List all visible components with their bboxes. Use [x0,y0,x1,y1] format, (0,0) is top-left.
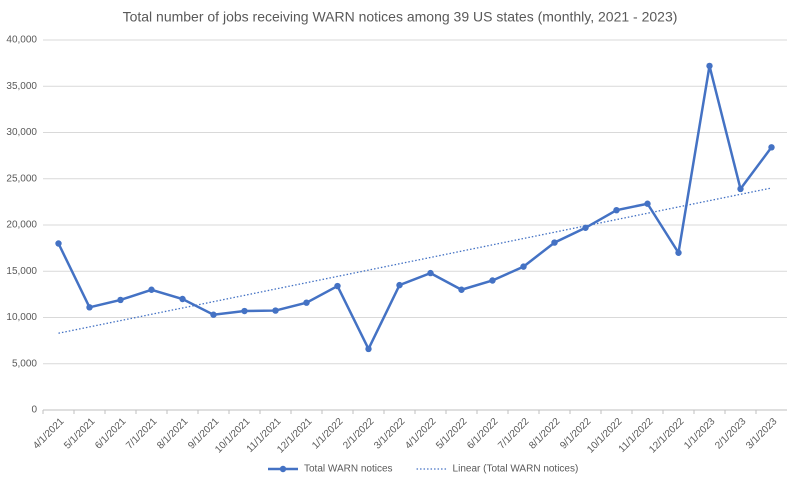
y-tick-label: 20,000 [6,220,37,231]
x-tick-label: 6/1/2022 [465,416,501,452]
trend-line [58,187,772,334]
point [334,282,341,290]
point [520,263,527,270]
point [272,307,279,314]
y-tick-label: 25,000 [6,173,37,184]
point [179,295,186,303]
x-tick-label: 3/1/2022 [372,416,408,452]
point [365,345,372,353]
x-tick-label: 7/1/2022 [496,416,532,452]
x-tick-label: 8/1/2021 [155,416,191,452]
legend-label: Total WARN notices [304,464,393,475]
legend-label: Linear (Total WARN notices) [453,464,579,475]
point [644,200,651,207]
x-tick-label: 5/1/2022 [434,416,470,452]
y-tick-label: 0 [31,405,37,416]
legend-marker [279,465,287,473]
point [706,62,713,70]
x-tick-label: 6/1/2021 [93,416,129,452]
x-tick-label: 2/1/2022 [341,416,377,452]
y-tick-label: 15,000 [6,266,37,277]
y-tick-label: 5,000 [12,358,37,369]
point [241,307,248,315]
point [737,185,744,193]
chart-title: Total number of jobs receiving WARN noti… [123,9,678,25]
x-tick-label: 1/1/2023 [682,416,718,452]
y-tick-label: 40,000 [6,35,37,46]
point [675,249,682,256]
point [55,240,62,247]
y-tick-label: 30,000 [6,127,37,138]
x-tick-label: 3/1/2023 [744,416,780,452]
point [303,299,310,306]
y-tick-label: 35,000 [6,81,37,92]
y-tick-label: 10,000 [6,312,37,323]
point [117,296,124,304]
point [427,269,434,277]
x-tick-label: 1/1/2022 [310,416,346,452]
point [396,281,403,289]
series-line [57,65,773,352]
point [86,304,93,311]
point [489,277,496,284]
x-tick-label: 5/1/2021 [62,416,98,452]
point [210,311,217,318]
point [768,144,775,151]
x-tick-label: 4/1/2022 [403,416,439,452]
point [458,286,465,293]
point [551,239,558,246]
x-tick-label: 4/1/2021 [31,416,67,452]
x-tick-label: 8/1/2022 [527,416,563,452]
point [148,286,155,293]
x-tick-label: 2/1/2023 [713,416,749,452]
point [613,207,620,214]
x-tick-label: 7/1/2021 [124,416,160,452]
